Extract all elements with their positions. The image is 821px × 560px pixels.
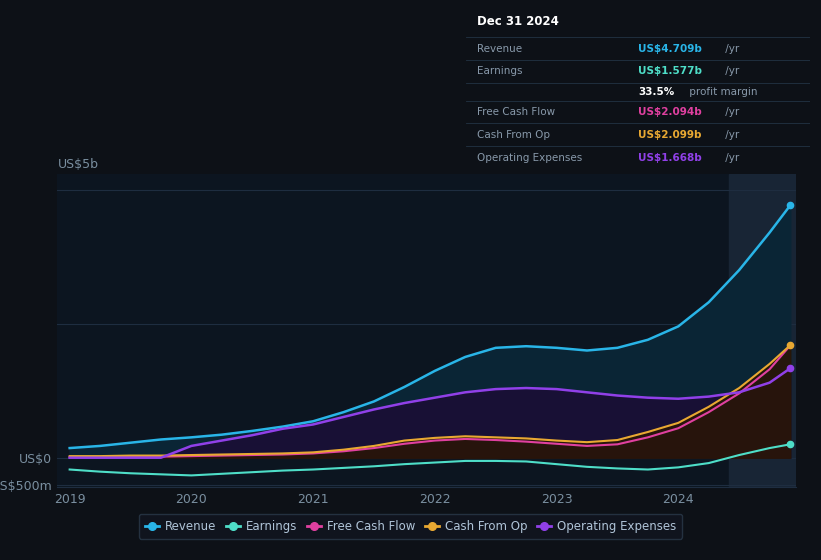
Text: US$4.709b: US$4.709b: [638, 44, 702, 54]
Text: Revenue: Revenue: [477, 44, 522, 54]
Legend: Revenue, Earnings, Free Cash Flow, Cash From Op, Operating Expenses: Revenue, Earnings, Free Cash Flow, Cash …: [139, 514, 682, 539]
Text: US$2.099b: US$2.099b: [638, 130, 701, 140]
Text: profit margin: profit margin: [686, 87, 758, 97]
Text: Earnings: Earnings: [477, 67, 522, 76]
Text: US$1.577b: US$1.577b: [638, 67, 702, 76]
Bar: [729, 174, 796, 487]
Text: US$1.668b: US$1.668b: [638, 153, 702, 163]
Text: /yr: /yr: [722, 107, 739, 117]
Text: /yr: /yr: [722, 44, 739, 54]
Text: US$5b: US$5b: [57, 158, 99, 171]
Text: Operating Expenses: Operating Expenses: [477, 153, 582, 163]
Text: US$2.094b: US$2.094b: [638, 107, 702, 117]
Text: 33.5%: 33.5%: [638, 87, 674, 97]
Text: Cash From Op: Cash From Op: [477, 130, 549, 140]
Text: Free Cash Flow: Free Cash Flow: [477, 107, 555, 117]
Text: /yr: /yr: [722, 153, 739, 163]
Text: /yr: /yr: [722, 130, 739, 140]
Text: /yr: /yr: [722, 67, 739, 76]
Text: Dec 31 2024: Dec 31 2024: [477, 16, 558, 29]
